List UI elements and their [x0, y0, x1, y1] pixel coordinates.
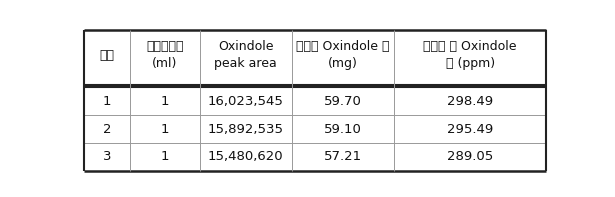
Text: 2: 2: [103, 123, 111, 136]
Text: 289.05: 289.05: [447, 150, 493, 163]
Text: 15,892,535: 15,892,535: [208, 123, 284, 136]
Text: 1: 1: [103, 95, 111, 108]
Text: Oxindole
peak area: Oxindole peak area: [215, 41, 277, 71]
Text: 57.21: 57.21: [324, 150, 362, 163]
Text: 3: 3: [103, 150, 111, 163]
Text: 1: 1: [161, 95, 169, 108]
Text: 295.49: 295.49: [447, 123, 493, 136]
Text: 1: 1: [161, 150, 169, 163]
Text: 반복: 반복: [100, 49, 114, 62]
Text: 16,023,545: 16,023,545: [208, 95, 284, 108]
Text: 15,480,620: 15,480,620: [208, 150, 284, 163]
Text: 59.70: 59.70: [324, 95, 362, 108]
Text: 59.10: 59.10: [324, 123, 362, 136]
Text: 1: 1: [161, 123, 169, 136]
Text: 시료채취량
(ml): 시료채취량 (ml): [146, 41, 184, 71]
Text: 298.49: 298.49: [447, 95, 493, 108]
Text: 추출된 Oxindole 량
(mg): 추출된 Oxindole 량 (mg): [296, 41, 390, 71]
Text: 시제품 중 Oxindole
량 (ppm): 시제품 중 Oxindole 량 (ppm): [423, 41, 517, 71]
